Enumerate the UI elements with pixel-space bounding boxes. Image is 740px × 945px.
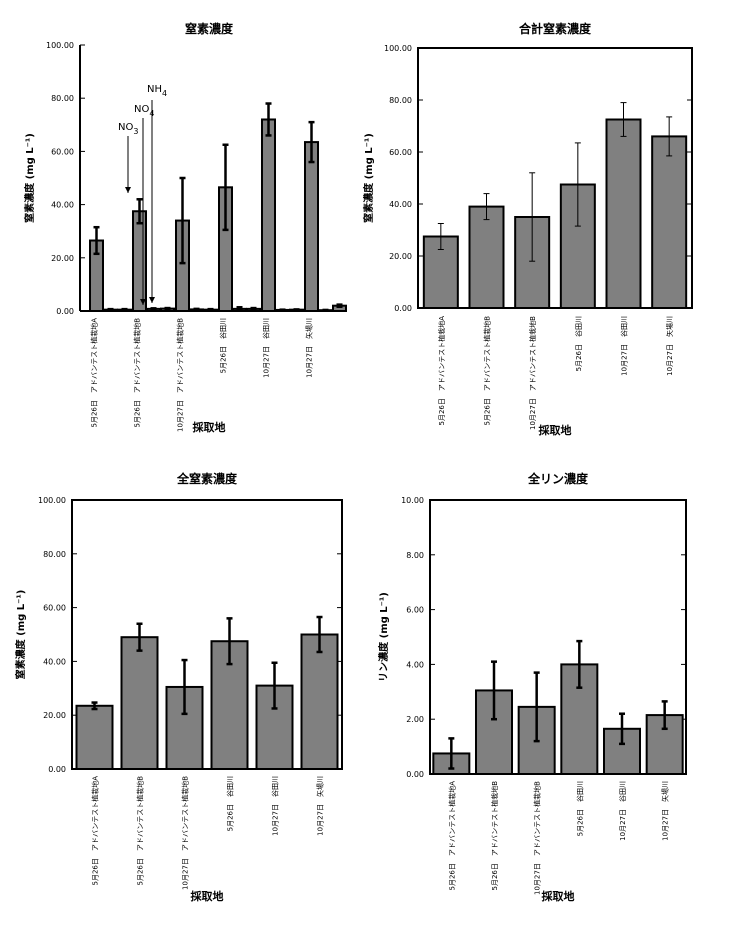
category-label: 5月26日 谷田川 bbox=[574, 316, 583, 371]
chart-panel-1: 窒素濃度 0.00 20.00 40.00 60.00 80.00 100.00 窒素濃度 (… bbox=[23, 21, 347, 434]
bar bbox=[468, 205, 505, 310]
bar bbox=[75, 704, 114, 770]
y-tick-label: 8.00 bbox=[406, 551, 424, 560]
y-axis-label: 窒素濃度 (mg L⁻¹) bbox=[362, 133, 375, 223]
chart-panel-3: 全窒素濃度 0.00 20.00 40.00 60.00 80.00 100.00 窒素濃度 … bbox=[14, 471, 343, 903]
annotation-arrowhead bbox=[125, 187, 131, 193]
y-tick-label: 60.00 bbox=[51, 147, 74, 156]
y-tick-label: 0.00 bbox=[56, 307, 74, 316]
category-label: 10月27日 アドバンテスト植栽地B bbox=[528, 316, 537, 430]
y-tick-label: 40.00 bbox=[51, 201, 74, 210]
annotation-arrowhead bbox=[149, 297, 155, 303]
y-tick-label: 40.00 bbox=[43, 657, 66, 666]
y-tick-label: 80.00 bbox=[389, 96, 412, 105]
annotation-arrowhead bbox=[140, 299, 146, 305]
y-tick-label: 4.00 bbox=[406, 660, 424, 669]
y-tick-label: 100.00 bbox=[38, 496, 66, 505]
chart-title: 全リン濃度 bbox=[527, 471, 589, 486]
annotation-no3: NO3 bbox=[118, 122, 138, 136]
y-tick-label: 40.00 bbox=[389, 200, 412, 209]
category-label: 10月27日 谷田川 bbox=[271, 776, 280, 836]
y-tick-label: 0.00 bbox=[48, 765, 66, 774]
y-tick-label: 0.00 bbox=[394, 304, 412, 313]
category-label: 10月27日 アドバンテスト植栽地B bbox=[176, 318, 185, 432]
y-tick-label: 20.00 bbox=[389, 252, 412, 261]
x-axis-label: 採取地 bbox=[193, 420, 226, 434]
bar bbox=[120, 636, 159, 770]
y-tick-label: 10.00 bbox=[401, 496, 424, 505]
x-axis-label: 採取地 bbox=[539, 423, 572, 437]
category-label: 10月27日 矢場川 bbox=[665, 316, 674, 376]
plot-frame bbox=[429, 499, 687, 775]
category-label: 10月27日 谷田川 bbox=[620, 316, 629, 376]
bar bbox=[300, 633, 339, 770]
annotation-nh4: NH4 bbox=[147, 84, 167, 98]
y-tick-label: 6.00 bbox=[406, 606, 424, 615]
chart-title: 窒素濃度 bbox=[185, 21, 234, 36]
category-label: 5月26日 アドバンテスト植栽地B bbox=[133, 318, 142, 428]
y-axis-label: 窒素濃度 (mg L⁻¹) bbox=[14, 590, 27, 680]
y-tick-label: 2.00 bbox=[406, 715, 424, 724]
category-label: 10月27日 矢場川 bbox=[316, 776, 325, 836]
bar-no3 bbox=[261, 118, 276, 313]
bar bbox=[651, 135, 688, 309]
y-tick-label: 60.00 bbox=[43, 604, 66, 613]
chart-title: 全窒素濃度 bbox=[176, 471, 238, 486]
category-label: 5月26日 アドバンテスト植栽地A bbox=[447, 781, 456, 891]
chart-panel-4: 全リン濃度 0.00 2.00 4.00 6.00 8.00 10.00 リン濃度 (mg L… bbox=[377, 471, 687, 903]
x-axis-label: 採取地 bbox=[542, 889, 575, 903]
category-label: 5月26日 アドバンテスト植栽地A bbox=[437, 316, 446, 426]
y-tick-label: 100.00 bbox=[46, 41, 74, 50]
y-axis-label: リン濃度 (mg L⁻¹) bbox=[377, 592, 390, 682]
bar-no3 bbox=[304, 141, 319, 312]
y-axis-label: 窒素濃度 (mg L⁻¹) bbox=[23, 133, 36, 223]
category-label: 5月26日 アドバンテスト植栽地A bbox=[91, 776, 100, 886]
annotation-no4: NO4 bbox=[134, 104, 154, 118]
category-label: 5月26日 谷田川 bbox=[219, 318, 228, 373]
category-label: 10月27日 矢場川 bbox=[305, 318, 314, 378]
category-label: 10月27日 アドバンテスト植栽地B bbox=[533, 781, 542, 895]
y-tick-label: 100.00 bbox=[384, 44, 412, 53]
x-axis-label: 採取地 bbox=[191, 889, 224, 903]
category-label: 10月27日 矢場川 bbox=[661, 781, 670, 841]
category-label: 5月26日 谷田川 bbox=[575, 781, 584, 836]
chart-title: 合計窒素濃度 bbox=[519, 21, 592, 36]
y-tick-label: 80.00 bbox=[43, 550, 66, 559]
category-label: 10月27日 谷田川 bbox=[618, 781, 627, 841]
category-label: 5月26日 谷田川 bbox=[226, 776, 235, 831]
y-tick-label: 20.00 bbox=[51, 254, 74, 263]
bar bbox=[605, 118, 642, 309]
category-label: 5月26日 アドバンテスト植栽地A bbox=[90, 318, 99, 428]
category-label: 5月26日 アドバンテスト植栽地B bbox=[483, 316, 492, 426]
plot-frame bbox=[71, 499, 343, 770]
y-tick-label: 0.00 bbox=[406, 770, 424, 779]
category-label: 10月27日 谷田川 bbox=[262, 318, 271, 378]
plot-frame bbox=[417, 47, 693, 309]
chart-panel-2: 合計窒素濃度 0.00 20.00 40.00 60.00 80.00 100.00 窒素濃度… bbox=[362, 21, 693, 437]
y-tick-label: 60.00 bbox=[389, 148, 412, 157]
category-label: 5月26日 アドバンテスト植栽地B bbox=[490, 781, 499, 891]
category-label: 5月26日 アドバンテスト植栽地B bbox=[136, 776, 145, 886]
category-label: 10月27日 アドバンテスト植栽地B bbox=[181, 776, 190, 890]
y-tick-label: 80.00 bbox=[51, 94, 74, 103]
bar-no3 bbox=[132, 210, 147, 312]
y-tick-label: 20.00 bbox=[43, 711, 66, 720]
